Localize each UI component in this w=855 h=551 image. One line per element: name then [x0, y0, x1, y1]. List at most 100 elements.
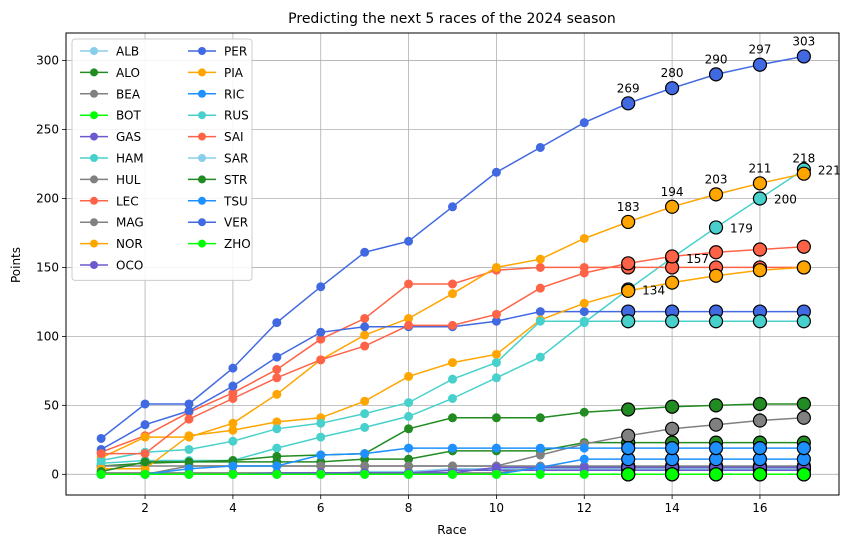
observed-point-sai: [316, 355, 326, 365]
observed-point-sai: [360, 341, 370, 351]
y-axis-label: Points: [9, 247, 23, 283]
predicted-point-tsu: [665, 441, 680, 456]
observed-point-per: [140, 420, 150, 430]
observed-point-zho: [360, 469, 370, 479]
legend-label-bot: BOT: [116, 109, 141, 123]
observed-point-sai: [579, 268, 589, 278]
observed-point-ham: [404, 411, 414, 421]
observed-point-lec: [272, 365, 282, 375]
legend-label-bea: BEA: [116, 87, 141, 101]
annotation-label-nor: 183: [617, 200, 640, 214]
predicted-point-ham: [752, 191, 768, 206]
legend-label-lec: LEC: [116, 194, 139, 208]
legend-label-sar: SAR: [224, 152, 248, 166]
annotation-label-ver: 290: [705, 52, 728, 66]
observed-point-zho: [491, 469, 501, 479]
legend-label-tsu: TSU: [223, 194, 248, 208]
observed-point-str: [579, 407, 589, 417]
observed-point-zho: [184, 469, 194, 479]
observed-point-rus: [448, 374, 457, 384]
predicted-point-sai: [796, 239, 811, 254]
observed-point-tsu: [360, 449, 370, 459]
observed-point-ver: [184, 399, 194, 409]
axis-ticks: 2 4 6 8 10 12 14 16 0 50 100 150 200 250 300: [36, 54, 767, 515]
legend-swatch-marker-lec: [90, 196, 98, 205]
legend-swatch-marker-ham: [90, 154, 98, 162]
observed-point-ham: [491, 373, 501, 383]
observed-point-rus: [404, 398, 414, 408]
legend-swatch-marker-hul: [90, 175, 98, 184]
observed-point-nor: [535, 254, 545, 264]
predicted-point-nor: [621, 214, 636, 230]
observed-point-per: [272, 352, 282, 362]
predicted-point-zho: [665, 467, 680, 482]
legend-label-per: PER: [224, 45, 247, 59]
legend-swatch-marker-per: [198, 47, 206, 55]
x-tick-label: 4: [229, 501, 237, 515]
legend-label-ham: HAM: [116, 152, 144, 166]
observed-point-rus: [228, 436, 238, 446]
predicted-point-ver: [621, 96, 636, 111]
predicted-point-zho: [621, 467, 636, 482]
observed-point-ver: [579, 118, 589, 128]
y-tick-label: 100: [36, 329, 59, 343]
predicted-point-sai: [665, 249, 680, 264]
observed-point-ham: [316, 432, 326, 442]
observed-point-rus: [535, 316, 545, 326]
predicted-point-zho: [796, 467, 811, 482]
legend-swatch-marker-rus: [198, 111, 206, 120]
observed-point-nor: [140, 432, 150, 442]
observed-point-tsu: [272, 461, 282, 471]
legend-swatch-marker-bea: [90, 89, 98, 98]
observed-point-sai: [272, 373, 282, 383]
observed-point-pia: [404, 371, 414, 381]
legend-swatch-marker-ric: [198, 89, 206, 98]
observed-point-lec: [360, 313, 370, 323]
legend-label-ver: VER: [224, 216, 248, 230]
observed-point-zho: [316, 469, 326, 479]
legend-label-oco: OCO: [116, 259, 143, 273]
legend-swatch-marker-sai: [198, 132, 206, 141]
predicted-point-pia: [752, 263, 768, 278]
predicted-point-ver: [665, 81, 680, 96]
predicted-point-str: [708, 398, 724, 413]
observed-point-sai: [448, 320, 457, 330]
legend: ALB ALO BEA BOT GAS HAM HUL LEC MAG NOR OCO PER PIA R…: [71, 38, 253, 281]
observed-point-ver: [535, 142, 545, 152]
legend-swatch-marker-alb: [90, 47, 98, 55]
observed-point-nor: [360, 330, 370, 340]
predicted-point-hul: [665, 421, 680, 436]
observed-point-zho: [535, 469, 545, 479]
observed-point-ham: [360, 422, 370, 432]
observed-point-str: [535, 413, 545, 423]
legend-label-rus: RUS: [224, 109, 249, 123]
legend-swatch-marker-pia: [198, 68, 206, 77]
observed-point-sai: [535, 283, 545, 293]
predicted-point-sai: [708, 245, 724, 260]
x-tick-label: 8: [405, 501, 413, 515]
observed-point-pia: [360, 396, 370, 406]
predicted-point-tsu: [621, 441, 636, 456]
predicted-point-nor: [752, 176, 768, 191]
legend-label-sai: SAI: [224, 130, 244, 144]
legend-swatch-marker-tsu: [198, 196, 206, 205]
observed-point-ver: [360, 247, 370, 257]
y-tick-label: 250: [36, 123, 59, 137]
predicted-point-tsu: [752, 441, 768, 456]
observed-point-zho: [448, 469, 457, 479]
predicted-point-pia: [621, 283, 636, 298]
legend-swatch-marker-nor: [90, 239, 98, 248]
observed-point-rus: [360, 409, 370, 419]
predicted-point-ver: [796, 49, 811, 64]
observed-point-pia: [491, 349, 501, 359]
observed-point-str: [404, 424, 414, 434]
observed-point-per: [228, 381, 238, 391]
observed-point-ver: [272, 318, 282, 328]
observed-point-rus: [184, 444, 194, 454]
legend-label-pia: PIA: [224, 66, 244, 80]
annotation-label-ham: 157: [686, 252, 709, 266]
annotation-label-ver: 269: [617, 81, 640, 95]
observed-point-lec: [448, 279, 457, 289]
observed-point-sai: [96, 449, 106, 459]
observed-point-zho: [579, 469, 589, 479]
